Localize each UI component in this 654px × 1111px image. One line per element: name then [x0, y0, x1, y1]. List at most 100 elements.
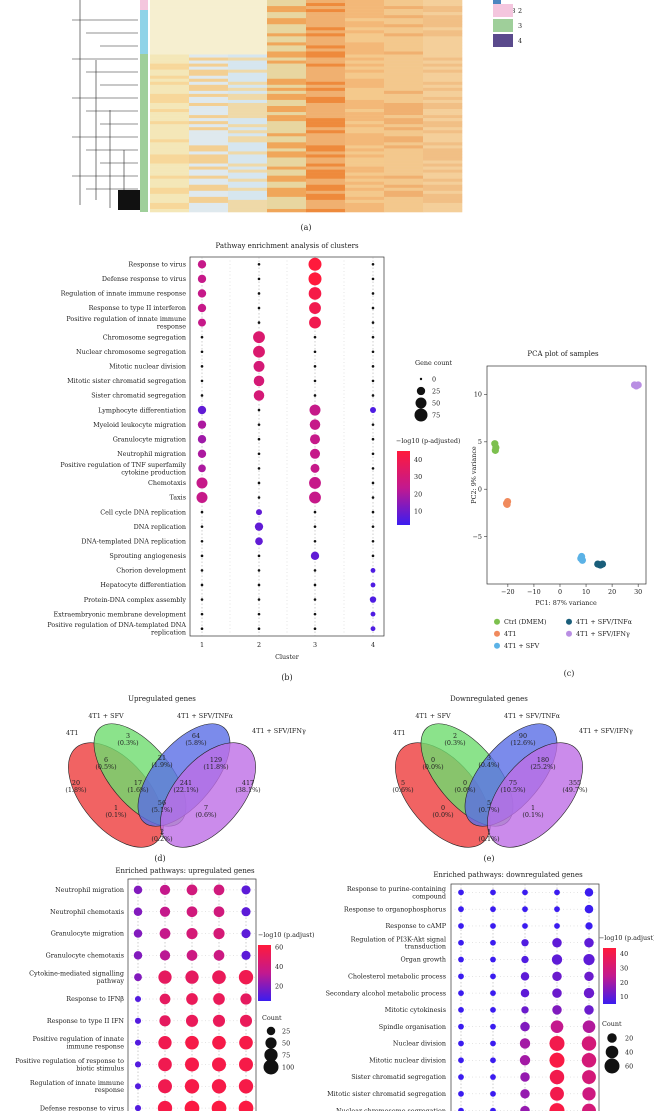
heatmap-cell: [384, 160, 424, 164]
heatmap-cell: [306, 54, 346, 58]
heatmap-cell: [345, 75, 385, 80]
g-dot: [522, 889, 528, 896]
cluster-enrichment-xlabel: Cluster: [275, 653, 300, 661]
pca-panel: PCA plot of samples −20 −10 0 10 20 301050−5 …: [470, 350, 647, 678]
b-dot: [253, 331, 265, 344]
heatmap-cell: [150, 69, 190, 73]
venn-region-pct: (11.8%): [203, 763, 228, 771]
pca-ytick-label: −5: [473, 533, 482, 541]
heatmap-cell: [384, 51, 424, 55]
f-row-label-line: Defense response to virus: [40, 1104, 124, 1111]
b-size-legend-label: 0: [432, 375, 436, 383]
pca-legend-swatch: [566, 618, 572, 625]
heatmap-cell: [150, 87, 190, 92]
b-dot: [257, 423, 261, 426]
heatmap-cell: [189, 145, 229, 149]
b-dot: [196, 492, 208, 504]
heatmap-cell: [345, 63, 385, 67]
b-dot: [200, 394, 204, 397]
heatmap-cell: [150, 18, 190, 22]
b-row-label: Chorion development: [116, 567, 186, 575]
b-dot: [257, 467, 261, 470]
b-dot: [313, 350, 317, 354]
heatmap-cell: [228, 63, 268, 67]
f-dot: [213, 993, 225, 1005]
heatmap-cell: [150, 81, 190, 86]
heatmap-cell: [384, 184, 424, 189]
heatmap-cell: [345, 187, 385, 192]
b-color-tick: 40: [414, 456, 422, 464]
f-dot: [158, 970, 172, 984]
b-dot: [197, 289, 207, 298]
f-dot: [186, 906, 198, 918]
b-dot: [200, 598, 204, 601]
heatmap-cell: [189, 12, 229, 16]
heatmap-cell: [150, 157, 190, 161]
heatmap-cell: [423, 115, 463, 119]
g-dot: [458, 1074, 464, 1080]
heatmap-cell: [384, 157, 424, 161]
heatmap-cell: [228, 18, 268, 22]
f-dot: [133, 929, 143, 938]
b-row-label: Protein-DNA complex assembly: [84, 596, 187, 604]
heatmap-cell: [150, 169, 190, 173]
heatmap-cell: [189, 45, 229, 49]
heatmap-cell: [189, 187, 229, 192]
heatmap-cell: [423, 133, 463, 137]
heatmap-cell: [345, 175, 385, 179]
g-dot: [549, 1103, 565, 1111]
b-row-label: Response to virus: [128, 260, 186, 268]
b-row-label: Myeloid leukocyte migration: [93, 421, 186, 429]
heatmap-cell: [267, 109, 307, 113]
heatmap-cell: [189, 133, 229, 137]
b-dot: [313, 612, 317, 616]
venn-region-pct: (0.3%): [117, 739, 138, 747]
venn-region-pct: (0.0%): [454, 786, 475, 794]
heatmap-cell: [228, 199, 268, 204]
heatmap-cell: [228, 163, 268, 167]
heatmap-cell: [306, 157, 346, 161]
heatmap-cell: [345, 154, 385, 158]
heatmap-cell: [189, 27, 229, 31]
heatmap-cell: [384, 39, 424, 43]
f-dot: [186, 950, 198, 961]
b-dot: [308, 272, 322, 286]
heatmap-cell: [345, 136, 385, 140]
heatmap-cell: [345, 84, 385, 89]
panel-label-c: (c): [564, 669, 575, 678]
heatmap-cluster-key-3: [493, 19, 513, 32]
heatmap-cell: [150, 208, 190, 213]
b-dot: [371, 467, 375, 470]
heatmap-cell: [228, 160, 268, 164]
heatmap-cell: [306, 205, 346, 210]
b-dot: [257, 437, 261, 441]
g-row-label: Mitotic sister chromatid segregation: [327, 1090, 446, 1098]
heatmap-cell: [189, 190, 229, 195]
f-row-label-line: Neutrophil chemotaxis: [50, 908, 124, 916]
b-dot: [200, 583, 204, 587]
heatmap-cell: [306, 124, 346, 128]
b-dot: [257, 481, 261, 485]
heatmap-cell: [345, 190, 385, 195]
b-dot: [309, 448, 321, 459]
b-dot: [313, 379, 317, 383]
b-row-label-line: DNA-templated DNA replication: [81, 537, 186, 545]
heatmap-cell: [384, 6, 424, 10]
f-dot: [133, 951, 143, 960]
heatmap-cell: [267, 112, 307, 116]
heatmap-cell: [189, 39, 229, 43]
pca-legend-swatch: [566, 630, 572, 637]
b-dot: [371, 365, 375, 368]
b-dot: [197, 303, 207, 313]
heatmap-cell: [267, 145, 307, 149]
heatmap-cell: [228, 15, 268, 19]
heatmap-cell: [267, 33, 307, 37]
heatmap-cell: [306, 160, 346, 164]
g-row-label-line: Secondary alcohol metabolic process: [326, 989, 446, 997]
cluster-bar-1: [140, 0, 148, 54]
heatmap-cell: [267, 90, 307, 95]
heatmap-cell: [150, 130, 190, 134]
heatmap-cell: [345, 145, 385, 149]
b-dot: [197, 405, 207, 415]
heatmap-cell: [267, 24, 307, 28]
